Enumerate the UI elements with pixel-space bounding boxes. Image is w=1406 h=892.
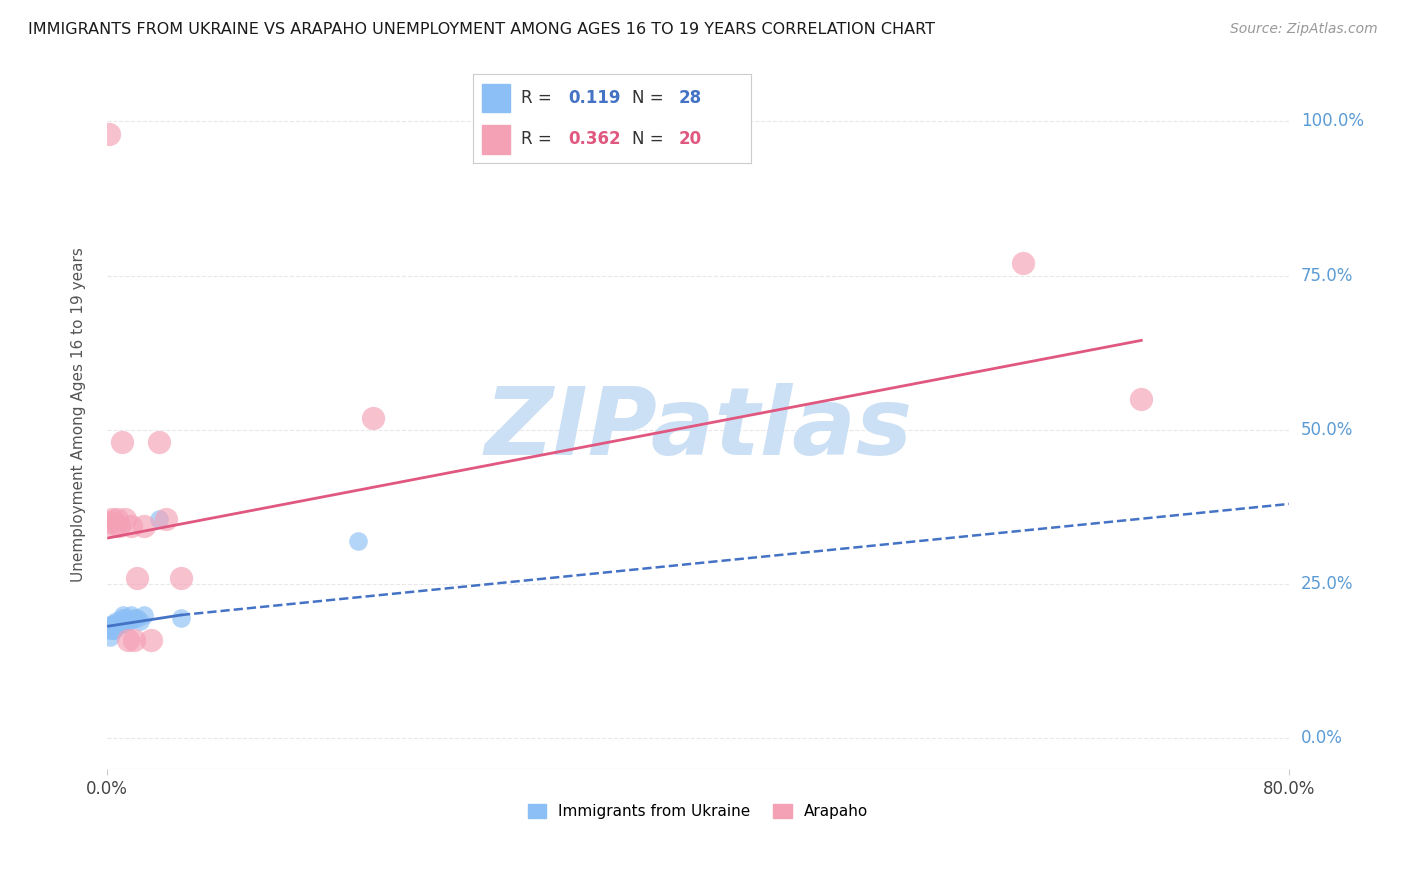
Point [347, 533, 370, 548]
Point [101, 624, 124, 638]
Point [100, 624, 122, 638]
Point [1012, 256, 1035, 270]
Point [108, 518, 131, 533]
Point [97, 127, 120, 141]
Point [100, 617, 122, 632]
Legend: Immigrants from Ukraine, Arapaho: Immigrants from Ukraine, Arapaho [522, 798, 875, 825]
Text: Source: ZipAtlas.com: Source: ZipAtlas.com [1230, 22, 1378, 37]
Y-axis label: Unemployment Among Ages 16 to 19 years: Unemployment Among Ages 16 to 19 years [72, 247, 86, 582]
Point [108, 617, 131, 632]
Point [111, 611, 134, 625]
Point [97, 624, 120, 638]
Point [122, 632, 145, 647]
Point [132, 607, 155, 622]
Point [120, 518, 142, 533]
Point [122, 611, 145, 625]
Point [115, 614, 138, 628]
Point [107, 512, 129, 526]
Text: 25.0%: 25.0% [1301, 575, 1354, 593]
Point [114, 512, 136, 526]
Point [104, 620, 127, 634]
Text: ZIPatlas: ZIPatlas [484, 383, 912, 475]
Point [111, 617, 134, 632]
Point [110, 617, 132, 632]
Point [125, 611, 148, 625]
Point [100, 512, 122, 526]
Point [103, 617, 125, 632]
Point [148, 512, 170, 526]
Point [361, 410, 384, 425]
Point [1130, 392, 1153, 406]
Point [117, 632, 139, 647]
Point [101, 617, 124, 632]
Text: 75.0%: 75.0% [1301, 267, 1353, 285]
Text: 0.0%: 0.0% [1301, 730, 1343, 747]
Point [104, 614, 127, 628]
Point [132, 518, 155, 533]
Point [141, 632, 163, 647]
Text: IMMIGRANTS FROM UKRAINE VS ARAPAHO UNEMPLOYMENT AMONG AGES 16 TO 19 YEARS CORREL: IMMIGRANTS FROM UKRAINE VS ARAPAHO UNEMP… [28, 22, 935, 37]
Point [148, 435, 170, 450]
Point [120, 607, 142, 622]
Point [98, 630, 121, 644]
Point [155, 512, 177, 526]
Point [107, 617, 129, 632]
Text: 100.0%: 100.0% [1301, 112, 1364, 130]
Point [112, 607, 135, 622]
Point [114, 611, 136, 625]
Point [103, 624, 125, 638]
Point [111, 435, 134, 450]
Point [170, 571, 193, 585]
Point [98, 516, 121, 530]
Point [125, 571, 148, 585]
Point [117, 614, 139, 628]
Point [118, 614, 141, 628]
Text: 50.0%: 50.0% [1301, 421, 1353, 439]
Point [170, 611, 193, 625]
Point [103, 518, 125, 533]
Point [128, 614, 150, 628]
